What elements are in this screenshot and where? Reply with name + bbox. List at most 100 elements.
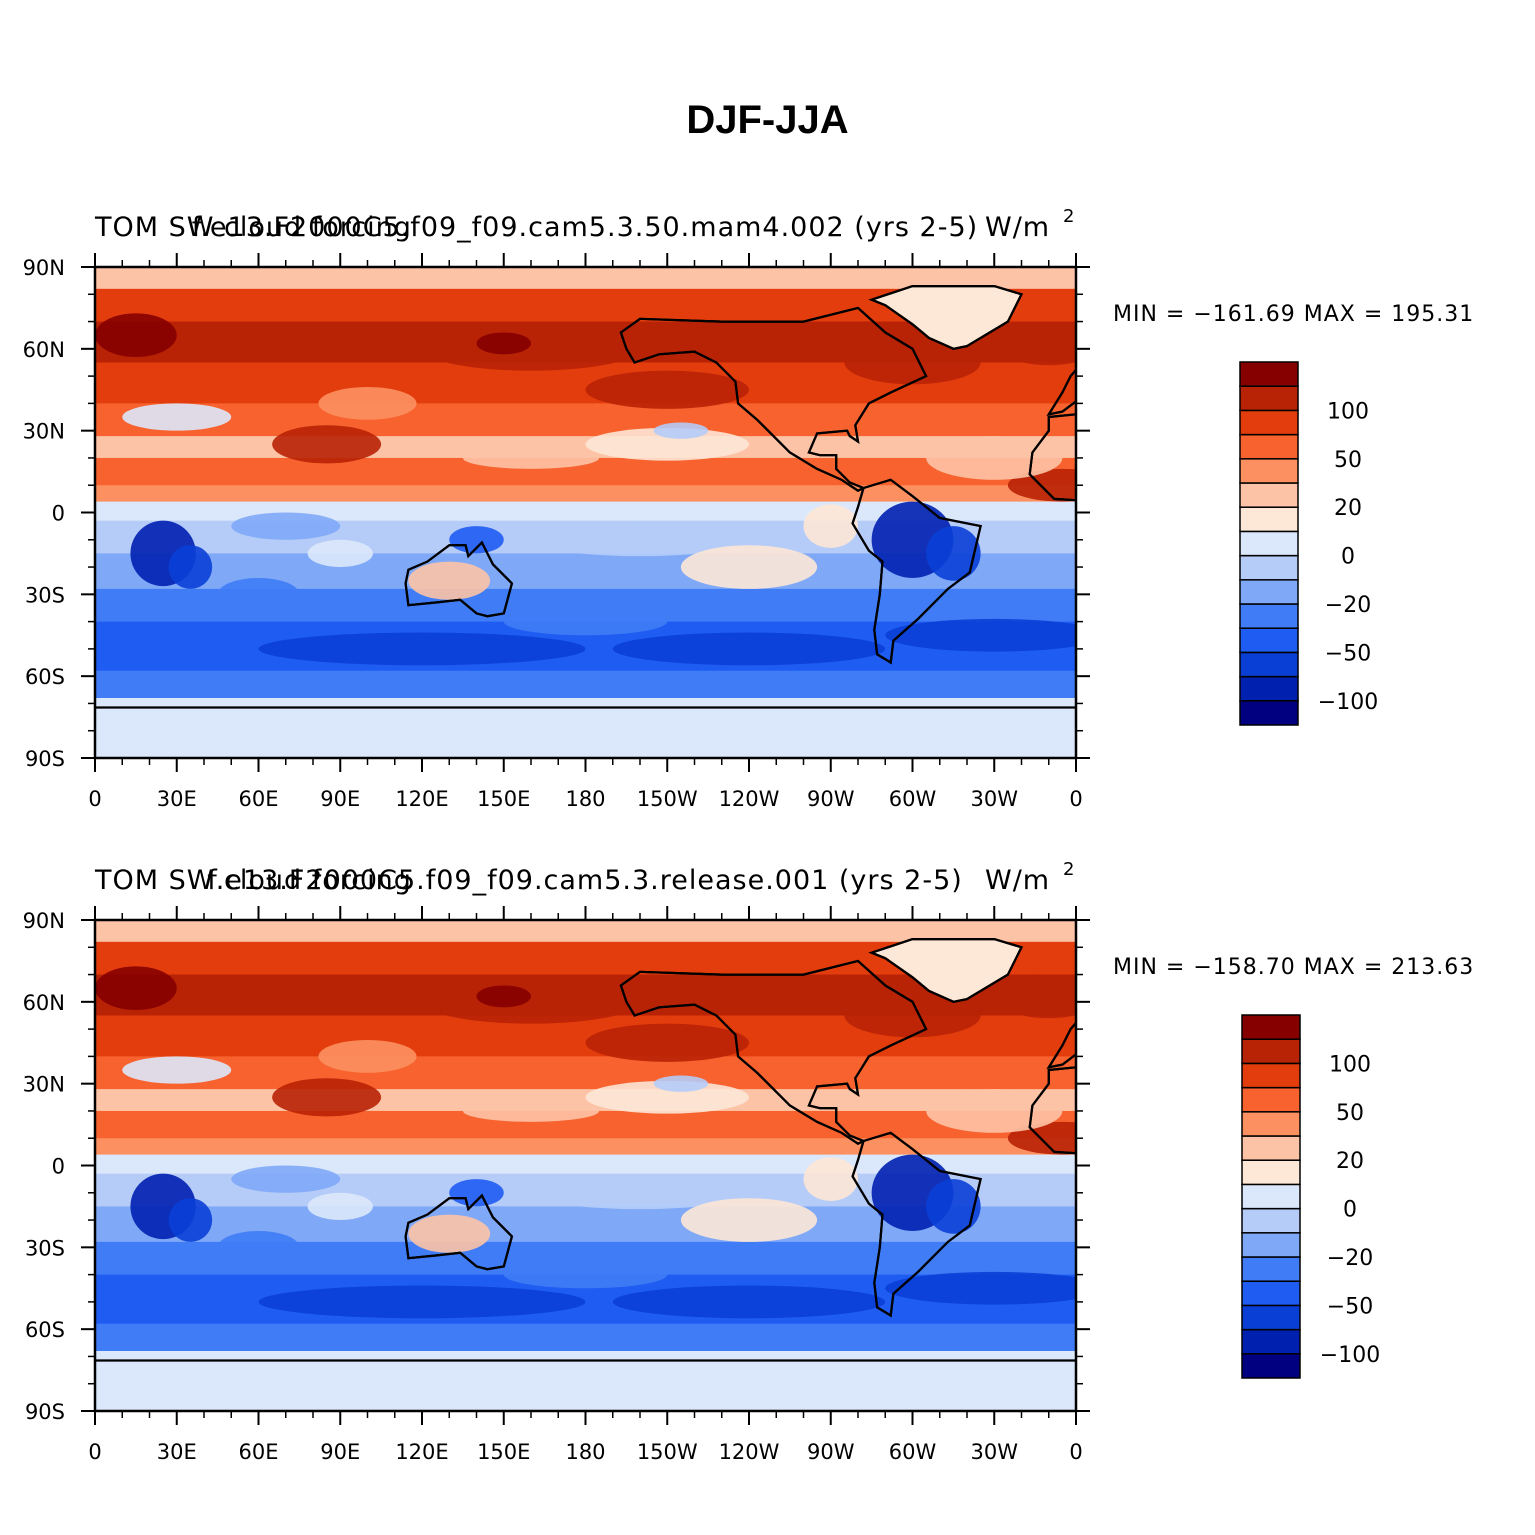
field-blob	[408, 561, 491, 600]
y-tick-label: 30S	[25, 583, 65, 607]
field-blob	[885, 618, 1076, 652]
field-blob	[680, 1198, 818, 1242]
field-band	[95, 267, 1076, 290]
field-blob	[258, 632, 586, 666]
colorbar-swatch	[1241, 1328, 1301, 1355]
colorbar-swatch	[1241, 1111, 1301, 1137]
field-blob	[318, 1040, 417, 1073]
colorbar-swatch	[1241, 1086, 1301, 1113]
field-blob	[462, 1100, 600, 1122]
field-blob	[585, 1080, 749, 1114]
field-blob	[585, 1023, 749, 1062]
field-blob	[612, 632, 886, 666]
y-tick-label: 60N	[23, 338, 65, 362]
greenland-fill	[871, 939, 1022, 1002]
colorbar-swatch	[1239, 385, 1299, 412]
x-tick-label: 30W	[971, 1440, 1019, 1464]
colorbar-label: −50	[1325, 641, 1371, 666]
colorbar-label: −20	[1325, 593, 1371, 618]
field-blob	[476, 332, 531, 355]
colorbar-label: 0	[1343, 1198, 1357, 1223]
map-field	[95, 267, 1076, 758]
field-blob	[272, 425, 382, 464]
field-blob	[95, 966, 177, 1011]
coastline-s-america-wrap	[851, 478, 982, 665]
x-tick-label: 90W	[807, 787, 855, 811]
x-tick-label: 30E	[157, 787, 197, 811]
panel-left-title: TOM SW cloud forcing	[94, 865, 412, 896]
coastline-africa-wrap	[1028, 1066, 1076, 1155]
panel-center-title: f.e13.F2000C5.f09_f09.cam5.3.release.001…	[207, 865, 963, 896]
panel-center-title: f.e13.F2000C5.f09_f09.cam5.3.50.mam4.002…	[192, 212, 978, 243]
field-blob	[476, 985, 531, 1008]
y-tick-label: 0	[52, 1155, 65, 1179]
field-blob	[231, 512, 341, 540]
field-blob	[531, 523, 749, 557]
field-blob	[168, 1198, 213, 1242]
x-tick-label: 180	[565, 1440, 605, 1464]
colorbar-swatch	[1239, 506, 1299, 533]
colorbar-swatch	[1241, 1207, 1301, 1234]
colorbar-swatch	[1239, 675, 1299, 702]
colorbar-swatch	[1241, 1135, 1301, 1161]
colorbar-swatch	[1241, 1014, 1301, 1040]
colorbar-label: 20	[1334, 496, 1362, 521]
x-tick-label: 30W	[971, 787, 1019, 811]
y-tick-label: 90N	[23, 909, 65, 933]
field-blob	[926, 1179, 981, 1234]
figure-title: DJF-JJA	[686, 98, 849, 142]
panel-left-title: TOM SW cloud forcing	[94, 212, 412, 243]
x-tick-label: 60W	[889, 787, 937, 811]
field-blob	[307, 539, 373, 568]
x-tick-label: 0	[88, 787, 101, 811]
x-tick-label: 120W	[719, 1440, 780, 1464]
coastline-australia-wrap	[404, 540, 514, 618]
field-blob	[653, 1075, 709, 1092]
field-band	[95, 1138, 1076, 1156]
y-tick-label: 90N	[23, 256, 65, 280]
colorbar-label: −100	[1318, 690, 1378, 715]
x-tick-label: 150W	[637, 787, 698, 811]
field-band	[95, 485, 1076, 503]
field-blob	[994, 974, 1076, 1019]
x-tick-label: 150E	[477, 1440, 530, 1464]
field-band	[95, 403, 1076, 437]
map-panel-svg: TOM SW cloud forcing f.e13.F2000C5.f09_f…	[23, 206, 1474, 811]
colorbar-swatch	[1239, 530, 1299, 557]
colorbar-label: −100	[1320, 1343, 1380, 1368]
colorbar-swatch	[1239, 554, 1299, 581]
map-panel-2: TOM SW cloud forcing f.e13.F2000C5.f09_f…	[0, 843, 1535, 1493]
colorbar-swatch	[1239, 603, 1299, 629]
coastline-n-america-wrap	[619, 959, 928, 1145]
field-blob	[803, 504, 858, 548]
panel-units: W/m	[985, 212, 1050, 243]
y-tick-label: 60N	[23, 991, 65, 1015]
map-panel-1: TOM SW cloud forcing f.e13.F2000C5.f09_f…	[0, 190, 1535, 840]
colorbar-swatch	[1241, 1159, 1301, 1186]
colorbar-label: 0	[1341, 545, 1355, 570]
field-blob	[844, 340, 981, 385]
colorbar-label: −20	[1327, 1246, 1373, 1271]
y-tick-label: 90S	[25, 747, 65, 771]
coastline-s-america-wrap	[851, 1131, 982, 1318]
field-blob	[231, 1165, 341, 1193]
field-blob	[217, 577, 300, 611]
x-tick-label: 120E	[395, 1440, 448, 1464]
colorbar-swatch	[1239, 433, 1299, 460]
field-blob	[168, 545, 213, 589]
colorbar-swatch	[1239, 651, 1299, 678]
x-tick-label: 120W	[719, 787, 780, 811]
field-band	[95, 1323, 1076, 1352]
colorbar-swatch	[1241, 1183, 1301, 1210]
colorbar-swatch	[1241, 1038, 1301, 1065]
colorbar-label: 100	[1327, 399, 1369, 424]
colorbar-label: 50	[1334, 448, 1362, 473]
field-blob	[653, 422, 709, 439]
field-blob	[926, 436, 1063, 480]
x-tick-label: 60W	[889, 1440, 937, 1464]
x-tick-label: 120E	[395, 787, 448, 811]
field-blob	[307, 1192, 373, 1221]
x-tick-label: 60E	[239, 1440, 279, 1464]
colorbar-swatch	[1241, 1256, 1301, 1282]
x-tick-label: 0	[1069, 1440, 1082, 1464]
